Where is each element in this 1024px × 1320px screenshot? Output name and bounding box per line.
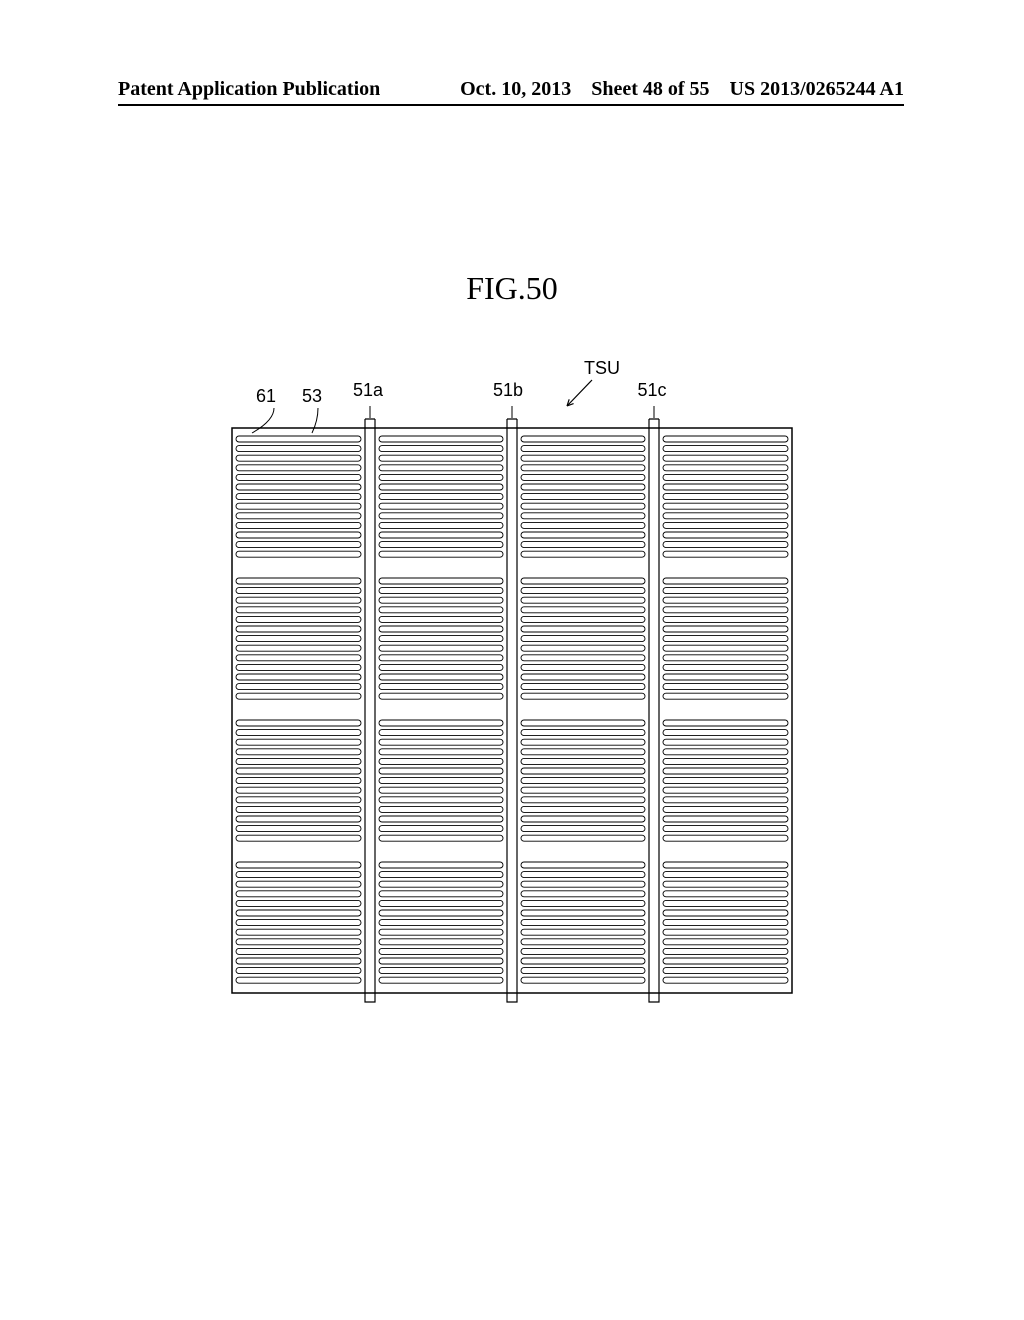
- header-rule: [118, 104, 904, 106]
- header-sheet: Sheet 48 of 55: [591, 78, 709, 101]
- svg-text:61: 61: [256, 386, 276, 406]
- figure-title: FIG.50: [0, 270, 1024, 307]
- page-header: Patent Application Publication Oct. 10, …: [0, 78, 1024, 101]
- figure-diagram: 61 53 51a 51b 51c TSU: [0, 348, 1024, 1048]
- svg-text:51c: 51c: [637, 380, 666, 400]
- header-left: Patent Application Publication: [118, 78, 380, 101]
- header-date: Oct. 10, 2013: [460, 78, 571, 101]
- svg-text:51a: 51a: [353, 380, 384, 400]
- svg-text:53: 53: [302, 386, 322, 406]
- svg-text:51b: 51b: [493, 380, 523, 400]
- patent-diagram-svg: 61 53 51a 51b 51c TSU: [202, 348, 822, 1048]
- header-pubnum: US 2013/0265244 A1: [730, 78, 904, 101]
- svg-text:TSU: TSU: [584, 358, 620, 378]
